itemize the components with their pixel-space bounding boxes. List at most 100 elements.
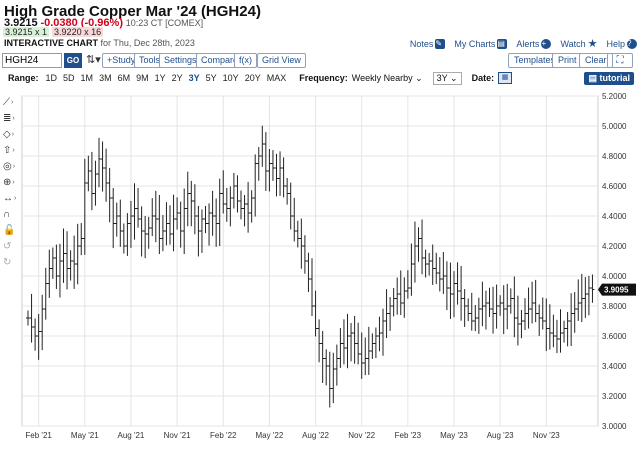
undo-icon[interactable]: ↺ xyxy=(3,240,12,252)
fullscreen-icon[interactable]: ⛶ xyxy=(607,53,633,68)
top-links: Notes ✎ My Charts ▤ Alerts + Watch ★ Help? xyxy=(410,37,637,50)
interactive-label: INTERACTIVE CHART xyxy=(4,38,98,48)
quote-time: 10:23 CT [COMEX] xyxy=(125,18,204,28)
chart-icon: ▤ xyxy=(497,38,508,49)
x-tick-label: Feb '22 xyxy=(210,431,237,440)
chart-date: for Thu, Dec 28th, 2023 xyxy=(100,38,195,48)
frequency-label: Frequency: xyxy=(299,73,348,83)
quote-line: 3.9215 -0.0380 (-0.96%) 10:23 CT [COMEX] xyxy=(4,17,203,29)
x-tick-label: May '23 xyxy=(440,431,468,440)
range-option-9m[interactable]: 9M xyxy=(136,73,149,83)
y-tick-label: 3.8000 xyxy=(602,302,627,311)
alerts-link[interactable]: Alerts + xyxy=(516,37,552,50)
y-tick-label: 3.0000 xyxy=(602,422,627,431)
y-tick-label: 4.0000 xyxy=(602,272,627,281)
x-tick-label: Feb '23 xyxy=(395,431,422,440)
edit-icon: ✎ xyxy=(435,38,446,49)
last-price: 3.9215 xyxy=(4,17,38,29)
price-chart[interactable]: 5.2000 5.0000 4.8000 4.6000 4.4000 4.2000 4.00… xyxy=(0,88,640,455)
drawing-toolbar: ⟋ › ≣ › ◇ › ⇧ › ◎ › ⊕ › ↔ › ∩ 🔓 ↺ ↻ xyxy=(3,94,25,270)
notes-link[interactable]: Notes ✎ xyxy=(410,37,446,50)
y-tick-label: 4.8000 xyxy=(602,152,627,161)
y-tick-label: 4.2000 xyxy=(602,242,627,251)
plot-area xyxy=(21,95,599,427)
symbol-input[interactable] xyxy=(2,53,62,68)
x-tick-label: Nov '22 xyxy=(348,431,375,440)
y-tick-label: 4.4000 xyxy=(602,212,627,221)
redo-icon[interactable]: ↻ xyxy=(3,256,12,268)
range-label: Range: xyxy=(8,73,39,83)
y-tick-label: 3.2000 xyxy=(602,392,627,401)
range-option-max[interactable]: MAX xyxy=(266,73,287,83)
chevron-down-icon: ⌄ xyxy=(415,72,423,83)
range-tool-icon[interactable]: ↔ › xyxy=(3,192,17,204)
y-tick-label: 3.6000 xyxy=(602,332,627,341)
help-link[interactable]: Help? xyxy=(606,37,637,50)
x-tick-label: Aug '22 xyxy=(302,431,329,440)
magnet-icon[interactable]: ∩ xyxy=(3,208,11,220)
ohlc-bar xyxy=(590,274,595,303)
fib-tool-icon[interactable]: ≣ › xyxy=(3,112,15,124)
help-icon: ? xyxy=(627,38,637,49)
period-select[interactable]: 3Y ⌄ xyxy=(432,71,462,85)
bid-value: 3.9215 x 1 xyxy=(3,27,50,37)
range-option-1y[interactable]: 1Y xyxy=(154,73,166,83)
range-option-5y[interactable]: 5Y xyxy=(205,73,217,83)
fx-button[interactable]: f(x) xyxy=(234,53,257,68)
range-option-6m[interactable]: 6M xyxy=(117,73,131,83)
range-option-1d[interactable]: 1D xyxy=(45,73,58,83)
plus-icon: + xyxy=(541,38,552,49)
templates-button[interactable]: Templates xyxy=(508,53,562,68)
page-title: High Grade Copper Mar '24 (HGH24) xyxy=(4,3,261,20)
clear-button[interactable]: Clear xyxy=(579,53,613,68)
settings-button[interactable]: Settings xyxy=(159,53,202,68)
frequency-select[interactable]: Weekly Nearby ⌄ xyxy=(351,72,423,83)
watch-link[interactable]: Watch ★ xyxy=(560,38,598,50)
range-option-3m[interactable]: 3M xyxy=(99,73,112,83)
study-button[interactable]: +Study xyxy=(102,53,141,68)
x-tick-label: Aug '23 xyxy=(487,431,514,440)
my-charts-link[interactable]: My Charts ▤ xyxy=(454,37,508,50)
chevron-down-icon: ⌄ xyxy=(450,72,458,83)
y-tick-label: 4.6000 xyxy=(602,182,627,191)
x-tick-label: Nov '23 xyxy=(533,431,560,440)
last-price-marker xyxy=(598,283,636,296)
compare-symbol-icon[interactable]: ⇅▾ xyxy=(86,54,101,66)
last-price-label: 3.9095 xyxy=(604,286,629,295)
range-option-10y[interactable]: 10Y xyxy=(222,73,239,83)
calendar-icon[interactable]: ▦ xyxy=(498,72,513,84)
y-tick-label: 5.2000 xyxy=(602,92,627,101)
interactive-chart-label: INTERACTIVE CHART for Thu, Dec 28th, 202… xyxy=(4,38,195,48)
star-icon: ★ xyxy=(587,38,598,50)
range-option-1m[interactable]: 1M xyxy=(80,73,94,83)
chart-icon: ▤ xyxy=(588,73,597,83)
x-tick-label: Nov '21 xyxy=(164,431,191,440)
y-tick-label: 5.0000 xyxy=(602,122,627,131)
range-bar: Range: 1D 5D 1M 3M 6M 9M 1Y 2Y 3Y 5Y 10Y 20Y MAX Fre… xyxy=(0,70,640,86)
line-tool-icon[interactable]: ⟋ › xyxy=(3,96,14,108)
range-options: 1D 5D 1M 3M 6M 9M 1Y 2Y 3Y 5Y 10Y 20Y MAX xyxy=(43,73,290,83)
y-tick-label: 3.4000 xyxy=(602,362,627,371)
x-tick-label: Feb '21 xyxy=(25,431,52,440)
arrow-tool-icon[interactable]: ⇧ › xyxy=(3,144,15,156)
range-option-2y[interactable]: 2Y xyxy=(171,73,183,83)
bid-ask: 3.9215 x 1 3.9220 x 16 xyxy=(3,27,104,37)
x-tick-label: May '21 xyxy=(71,431,99,440)
shape-tool-icon[interactable]: ◇ › xyxy=(3,128,15,140)
x-tick-label: Aug '21 xyxy=(118,431,145,440)
go-button[interactable]: GO xyxy=(64,53,82,68)
crosshair-tool-icon[interactable]: ⊕ › xyxy=(3,176,15,188)
ask-value: 3.9220 x 16 xyxy=(52,27,104,37)
print-button[interactable]: Print xyxy=(552,53,583,68)
range-option-5d[interactable]: 5D xyxy=(63,73,75,83)
measure-tool-icon[interactable]: ◎ › xyxy=(3,160,16,172)
price-change: -0.0380 (-0.96%) xyxy=(40,17,123,29)
x-tick-label: May '22 xyxy=(256,431,284,440)
grid-view-button[interactable]: Grid View xyxy=(257,53,306,68)
date-label: Date: xyxy=(471,73,495,83)
lock-icon[interactable]: 🔓 xyxy=(3,224,16,236)
tutorial-button[interactable]: ▤ tutorial xyxy=(584,72,634,85)
range-option-20y[interactable]: 20Y xyxy=(244,73,261,83)
tools-button[interactable]: Tools xyxy=(134,53,166,68)
range-option-3y[interactable]: 3Y xyxy=(188,73,200,83)
